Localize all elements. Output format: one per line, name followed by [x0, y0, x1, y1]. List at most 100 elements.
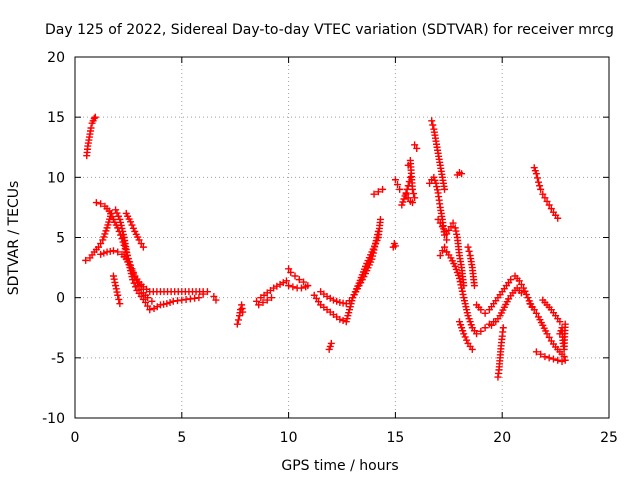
data-point	[109, 272, 117, 280]
data-point	[394, 181, 402, 189]
data-point	[428, 117, 436, 125]
data-point	[539, 190, 547, 198]
data-point	[112, 285, 120, 293]
data-point	[453, 230, 461, 238]
data-point	[137, 240, 145, 248]
data-point	[549, 355, 557, 363]
data-point	[441, 243, 449, 251]
data-point	[436, 219, 444, 227]
data-point	[128, 267, 136, 275]
series-seg1	[83, 113, 99, 160]
data-point	[411, 141, 419, 149]
data-point	[411, 194, 419, 202]
data-point	[541, 194, 549, 202]
data-point	[458, 170, 466, 178]
data-point	[558, 357, 566, 365]
data-point	[449, 219, 457, 227]
data-point	[434, 215, 442, 223]
data-point	[127, 218, 135, 226]
data-point	[121, 245, 129, 253]
data-point	[533, 174, 541, 182]
data-point	[524, 294, 532, 302]
data-point	[285, 265, 293, 273]
data-point	[113, 288, 121, 296]
series-seg39	[556, 320, 569, 353]
data-point	[148, 297, 156, 305]
data-point	[87, 124, 95, 132]
data-point	[119, 238, 127, 246]
data-point	[111, 278, 119, 286]
series-seg29	[453, 169, 466, 179]
data-point	[447, 223, 455, 231]
series-seg36	[526, 300, 568, 361]
data-point	[554, 214, 562, 222]
data-point	[144, 294, 152, 302]
data-point	[137, 285, 145, 293]
data-point	[433, 183, 441, 191]
data-point	[128, 221, 136, 229]
series-seg7	[210, 292, 220, 304]
data-point	[113, 209, 121, 217]
series-seg34	[494, 324, 507, 381]
series-seg3	[92, 199, 207, 296]
data-point	[532, 309, 540, 317]
data-point	[146, 306, 154, 314]
data-point	[239, 308, 247, 316]
series-seg38	[539, 296, 564, 326]
x-tick-label: 5	[177, 430, 186, 446]
data-point	[522, 290, 530, 298]
data-point	[120, 241, 128, 249]
series-seg10	[255, 294, 276, 309]
data-point	[302, 283, 310, 291]
data-point	[97, 200, 105, 208]
data-point	[432, 179, 440, 187]
data-point	[370, 190, 378, 198]
data-point	[517, 280, 525, 288]
data-point	[282, 277, 290, 285]
data-point	[129, 224, 137, 232]
series-seg24	[428, 117, 449, 193]
data-point	[376, 215, 384, 223]
data-point	[287, 268, 295, 276]
data-point	[234, 316, 242, 324]
series-seg33	[488, 284, 525, 329]
data-point	[543, 197, 551, 205]
data-point	[426, 179, 434, 187]
data-point	[210, 292, 218, 300]
series-seg30	[455, 318, 476, 353]
data-point	[441, 185, 449, 193]
data-point	[477, 306, 485, 314]
data-point	[451, 224, 459, 232]
data-point	[297, 284, 305, 292]
data-point	[233, 320, 241, 328]
data-point	[117, 231, 125, 239]
series-seg22	[411, 141, 421, 152]
y-tick-label: 15	[47, 110, 65, 126]
data-point	[560, 353, 568, 361]
data-point	[135, 282, 143, 290]
data-point	[129, 270, 137, 278]
data-point	[547, 205, 555, 213]
data-point	[408, 199, 416, 207]
data-point	[135, 236, 143, 244]
data-point	[436, 252, 444, 260]
data-points	[82, 113, 569, 381]
data-point	[532, 348, 540, 356]
data-point	[333, 297, 341, 305]
data-point	[530, 306, 538, 314]
data-point	[408, 185, 416, 193]
series-seg4	[97, 247, 156, 305]
data-point	[122, 248, 130, 256]
data-point	[123, 251, 131, 259]
data-point	[82, 256, 90, 264]
series-seg25	[434, 215, 455, 238]
series-seg28	[449, 219, 468, 290]
data-point	[545, 201, 553, 209]
data-point	[141, 298, 149, 306]
data-point	[507, 276, 515, 284]
series-seg31	[464, 243, 478, 290]
data-point	[166, 298, 174, 306]
data-point	[255, 301, 263, 309]
data-point	[468, 345, 476, 353]
data-point	[163, 300, 171, 308]
